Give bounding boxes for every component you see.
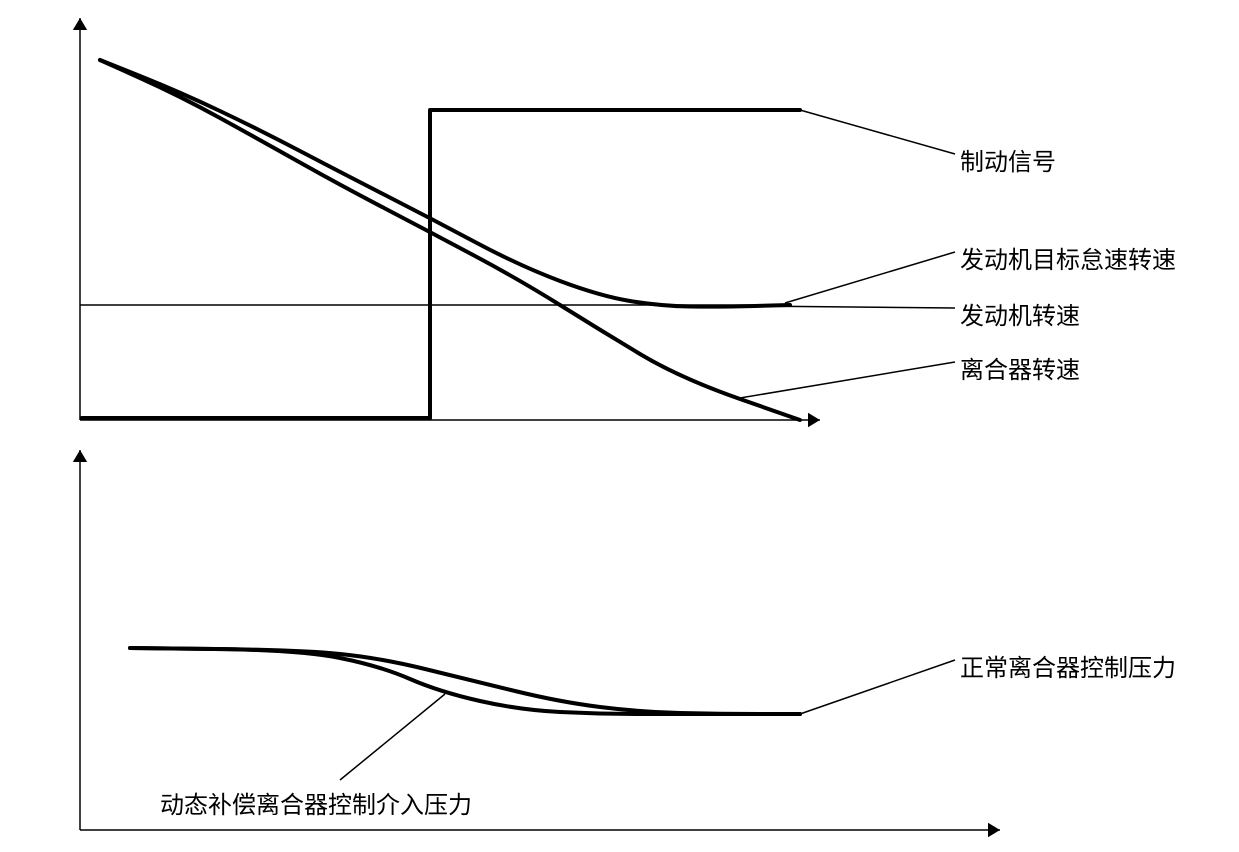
label-normal-clutch-pressure: 正常离合器控制压力 — [960, 648, 1176, 683]
lower-y-axis-arrow-icon — [73, 450, 87, 462]
leader-dynamic-clutch-pressure — [340, 694, 445, 780]
diagram-canvas: 制动信号 发动机目标怠速转速 发动机转速 离合器转速 正常离合器控制压力 动态补… — [0, 0, 1239, 852]
label-brake-signal: 制动信号 — [960, 142, 1056, 177]
leader-engine-target-idle — [785, 252, 955, 303]
label-clutch-speed: 离合器转速 — [960, 350, 1080, 385]
label-engine-target-idle: 发动机目标怠速转速 — [960, 240, 1176, 275]
upper-x-axis-arrow-icon — [808, 413, 820, 427]
leader-engine-speed — [750, 306, 955, 308]
lower-x-axis-arrow-icon — [988, 823, 1000, 837]
upper-y-axis-arrow-icon — [73, 18, 87, 30]
normal-clutch-pressure-curve — [130, 648, 800, 714]
leader-brake-signal — [800, 110, 955, 154]
label-engine-speed: 发动机转速 — [960, 296, 1080, 331]
engine-speed-curve — [100, 60, 790, 307]
brake-signal-curve — [82, 110, 800, 418]
leader-clutch-speed — [740, 362, 955, 398]
dynamic-clutch-pressure-curve — [130, 648, 800, 714]
clutch-speed-curve — [100, 60, 800, 420]
leader-normal-clutch-pressure — [800, 660, 955, 714]
label-dynamic-comp-pressure: 动态补偿离合器控制介入压力 — [160, 785, 472, 820]
